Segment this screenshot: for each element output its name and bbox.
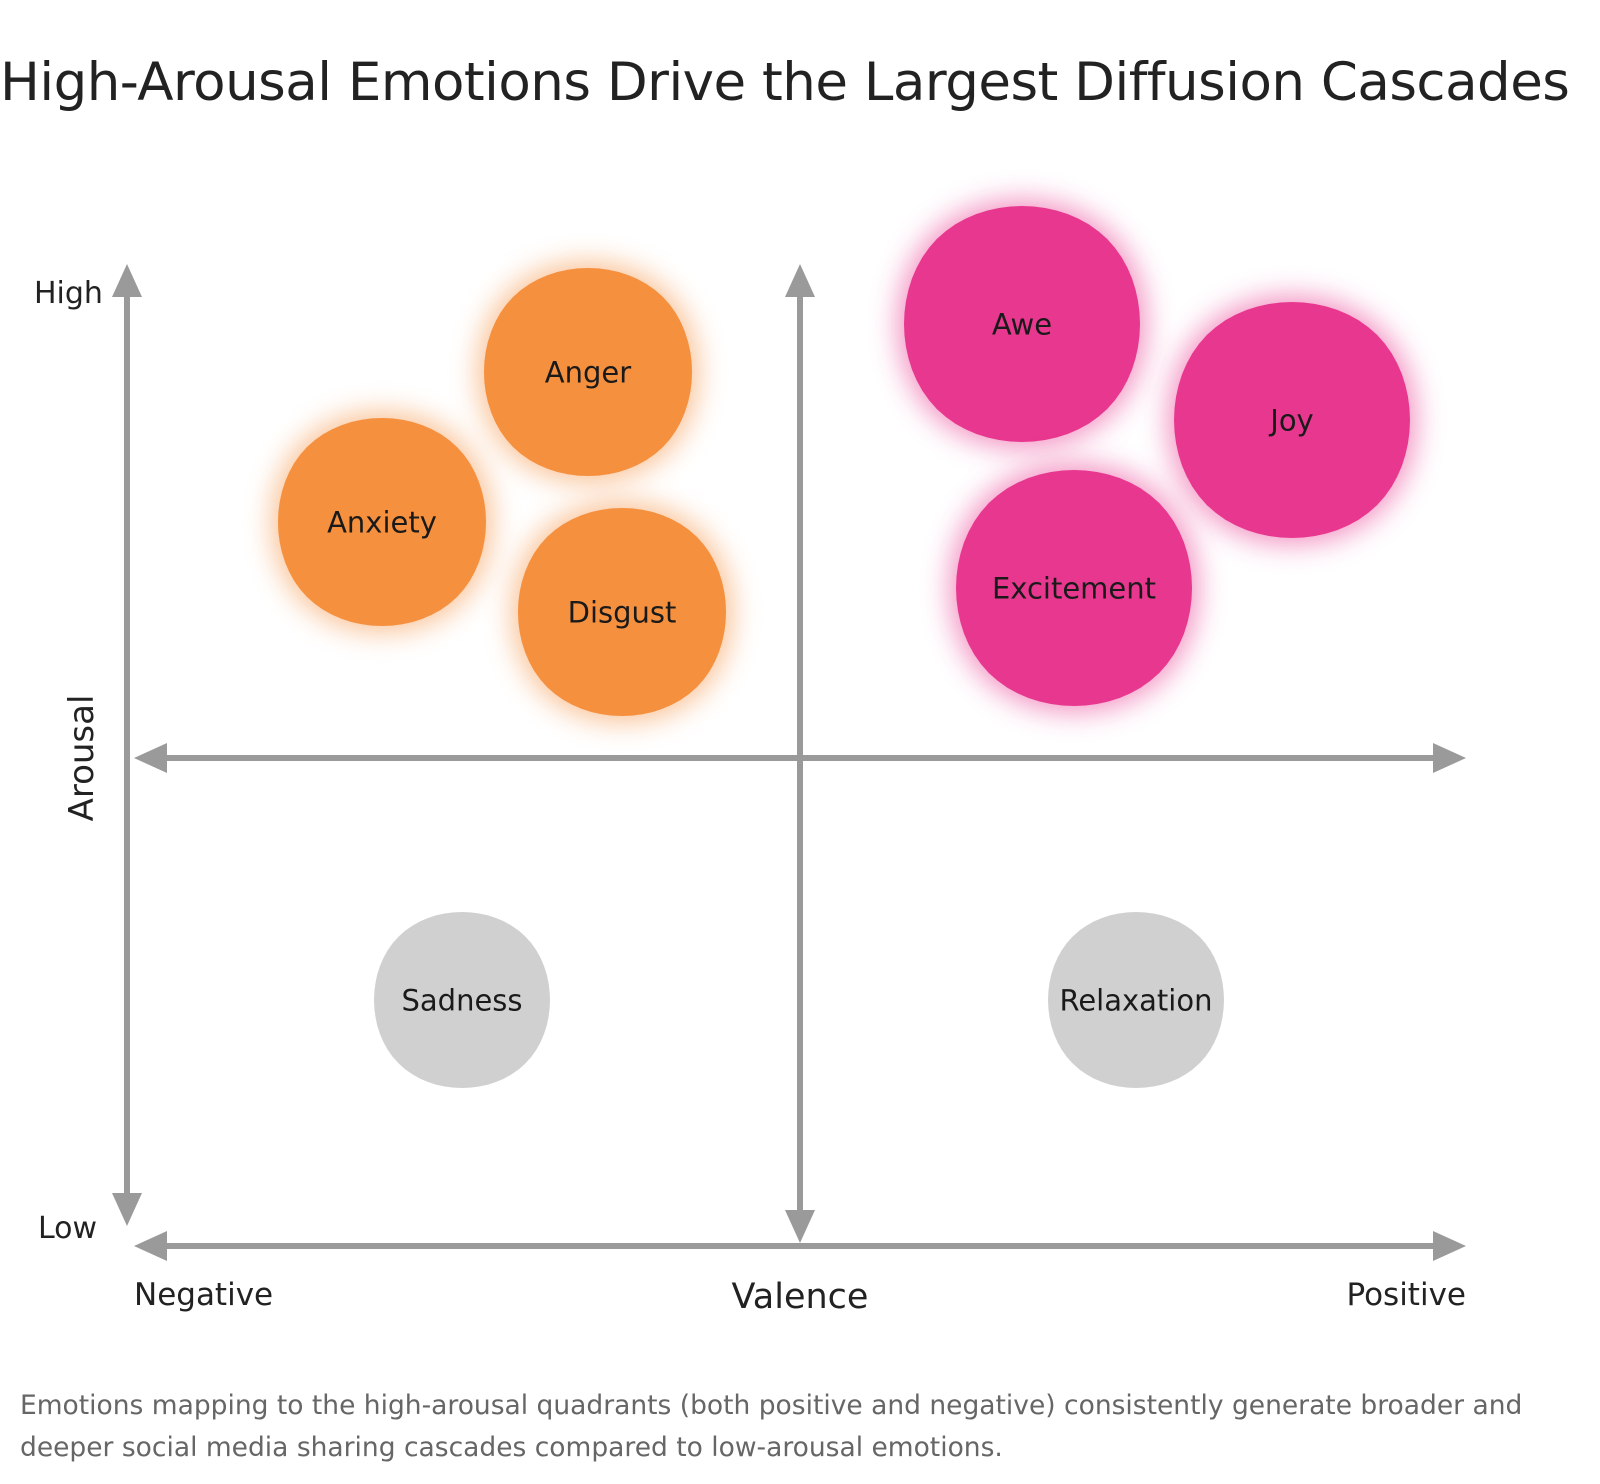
emotion-label-relaxation: Relaxation xyxy=(1059,983,1212,1017)
emotion-label-anger: Anger xyxy=(545,355,631,389)
y-axis-high-label: High xyxy=(34,276,103,311)
caption: Emotions mapping to the high-arousal qua… xyxy=(20,1390,1523,1463)
emotion-label-disgust: Disgust xyxy=(568,595,677,629)
emotion-bubble-excitement: Excitement xyxy=(950,464,1198,712)
emotion-bubble-anxiety: Anxiety xyxy=(272,412,492,632)
emotion-shape-anxiety xyxy=(278,418,486,626)
emotion-bubble-awe: Awe xyxy=(898,200,1146,448)
emotion-label-anxiety: Anxiety xyxy=(327,505,437,539)
emotion-shape-awe xyxy=(904,206,1140,442)
emotion-shape-joy xyxy=(1174,302,1410,538)
emotion-bubbles: Anger Anxiety Disgust Awe Joy Excitement Sadne… xyxy=(272,200,1416,1088)
emotion-bubble-disgust: Disgust xyxy=(512,502,732,722)
x-axis-title: Valence xyxy=(732,1277,869,1317)
emotion-bubble-relaxation: Relaxation xyxy=(1048,912,1224,1088)
emotion-shape-relaxation xyxy=(1048,912,1224,1088)
x-axis-positive-label: Positive xyxy=(1346,1277,1466,1313)
x-axis-bottom-left-arrowhead xyxy=(134,1231,167,1261)
y-axis-title: Arousal xyxy=(62,695,102,822)
emotion-bubble-sadness: Sadness xyxy=(374,912,550,1088)
center-axis-down-arrowhead xyxy=(785,1210,815,1243)
y-axis-low-label: Low xyxy=(38,1211,97,1246)
x-axis-middle-right-arrowhead xyxy=(1433,743,1466,773)
emotion-label-excitement: Excitement xyxy=(992,571,1156,605)
emotion-bubble-anger: Anger xyxy=(478,262,698,482)
emotion-shape-anger xyxy=(484,268,692,476)
emotion-shape-disgust xyxy=(518,508,726,716)
emotion-bubble-joy: Joy xyxy=(1168,296,1416,544)
emotion-label-sadness: Sadness xyxy=(401,983,522,1017)
x-axis-middle-left-arrowhead xyxy=(134,743,167,773)
emotion-label-awe: Awe xyxy=(992,307,1052,341)
y-axis-up-arrowhead xyxy=(112,264,142,297)
emotion-label-joy: Joy xyxy=(1268,403,1313,437)
x-axis-bottom-right-arrowhead xyxy=(1433,1231,1466,1261)
x-axis-negative-label: Negative xyxy=(134,1277,273,1313)
y-axis-down-arrowhead xyxy=(112,1193,142,1226)
emotion-shape-sadness xyxy=(374,912,550,1088)
page-title: High-Arousal Emotions Drive the Largest … xyxy=(0,52,1570,113)
emotion-shape-excitement xyxy=(956,470,1192,706)
axes xyxy=(112,264,1466,1261)
center-axis-up-arrowhead xyxy=(785,264,815,297)
emotion-quadrant-diagram: High Low Arousal Negative Valence Positi… xyxy=(34,200,1466,1317)
